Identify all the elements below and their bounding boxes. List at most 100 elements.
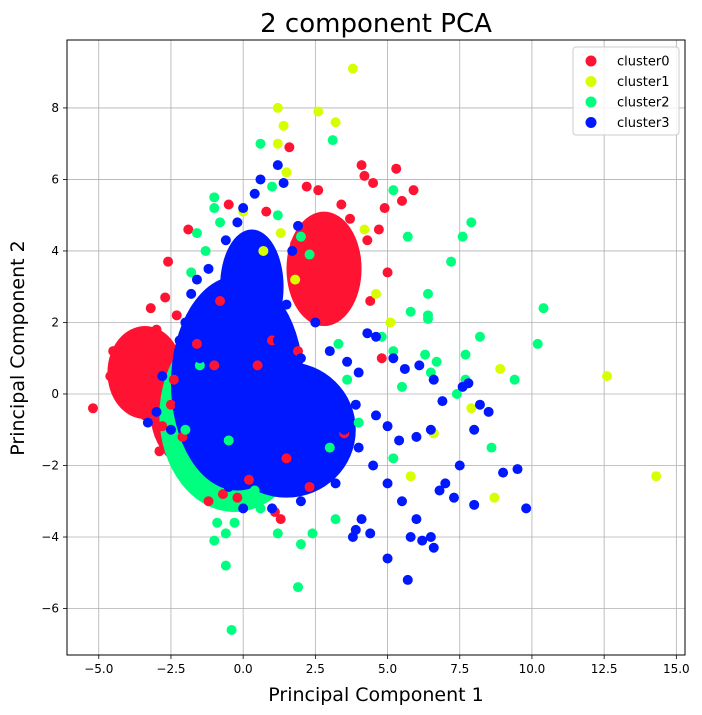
x-tick-label: 7.5 xyxy=(450,662,469,676)
cluster3-point xyxy=(425,424,436,435)
cluster3-point xyxy=(382,553,393,564)
cluster2-point xyxy=(255,503,266,514)
cluster0-point xyxy=(171,310,182,321)
cluster3-point xyxy=(238,503,249,514)
cluster0-point xyxy=(319,267,330,278)
cluster3-point xyxy=(255,174,266,185)
x-axis-label: Principal Component 1 xyxy=(268,684,483,706)
cluster2-point xyxy=(388,346,399,357)
cluster3-point xyxy=(191,274,202,285)
cluster3-point xyxy=(405,532,416,543)
cluster2-point xyxy=(353,417,364,428)
cluster0-point xyxy=(301,181,312,192)
cluster0-point xyxy=(365,296,376,307)
cluster0-point xyxy=(168,374,179,385)
cluster3-point xyxy=(223,424,234,435)
cluster3-point xyxy=(174,335,185,346)
cluster2-point xyxy=(420,349,431,360)
cluster3-point xyxy=(342,356,353,367)
cluster0-point xyxy=(163,256,174,267)
cluster0-point xyxy=(203,496,214,507)
cluster2-point xyxy=(327,135,338,146)
legend-box xyxy=(572,46,680,136)
cluster3-point xyxy=(428,542,439,553)
cluster0-point xyxy=(223,199,234,210)
y-tick-label: 6 xyxy=(51,172,59,186)
y-tick-label: 2 xyxy=(51,315,59,329)
cluster0-point xyxy=(373,224,384,235)
cluster3-point xyxy=(428,374,439,385)
cluster3-point xyxy=(267,467,278,478)
cluster3-point xyxy=(295,353,306,364)
cluster2-point xyxy=(330,514,341,525)
cluster3-point xyxy=(368,460,379,471)
cluster0-point xyxy=(154,446,165,457)
cluster2-point xyxy=(194,489,205,500)
x-tick-label: −5.0 xyxy=(84,662,113,676)
cluster1-point xyxy=(281,167,292,178)
x-tick-label: 10.0 xyxy=(519,662,546,676)
cluster3-point xyxy=(267,503,278,514)
cluster0-point xyxy=(261,206,272,217)
cluster0-point xyxy=(321,217,332,228)
legend-marker-cluster3 xyxy=(585,117,597,128)
cluster0-point xyxy=(134,392,145,403)
cluster3-point xyxy=(330,478,341,489)
legend-marker-cluster0 xyxy=(585,55,597,67)
cluster1-point xyxy=(651,471,662,482)
cluster0-point xyxy=(310,260,321,271)
cluster0-point xyxy=(275,514,286,525)
chart-title: 2 component PCA xyxy=(260,9,492,39)
cluster0-point xyxy=(128,381,139,392)
cluster2-point xyxy=(209,192,220,203)
cluster2-point xyxy=(388,453,399,464)
cluster3-point xyxy=(434,485,445,496)
cluster1-point xyxy=(330,117,341,128)
cluster1-point xyxy=(495,363,506,374)
cluster3-point xyxy=(261,371,272,382)
cluster3-point xyxy=(267,424,278,435)
cluster0-point xyxy=(137,331,148,342)
cluster3-point xyxy=(324,346,335,357)
cluster3-point xyxy=(215,324,226,335)
cluster2-point xyxy=(307,528,318,539)
cluster2-point xyxy=(446,256,457,267)
cluster0-point xyxy=(368,178,379,189)
cluster3-point xyxy=(402,574,413,585)
cluster0-point xyxy=(131,367,142,378)
cluster0-point xyxy=(113,356,124,367)
cluster3-point xyxy=(362,328,373,339)
cluster1-point xyxy=(313,106,324,117)
cluster0-point xyxy=(157,421,168,432)
cluster3-point xyxy=(417,535,428,546)
cluster3-point xyxy=(440,478,451,489)
cluster2-point xyxy=(402,231,413,242)
legend: cluster0 cluster1 cluster2 cluster3 xyxy=(572,46,680,136)
cluster3-point xyxy=(411,431,422,442)
cluster0-point xyxy=(333,249,344,260)
cluster0-point xyxy=(116,367,127,378)
cluster0-point xyxy=(243,474,254,485)
cluster2-point xyxy=(293,582,304,593)
cluster0-point xyxy=(327,224,338,235)
cluster0-point xyxy=(148,353,159,364)
cluster3-point xyxy=(157,371,168,382)
cluster2-point xyxy=(460,349,471,360)
cluster0-point xyxy=(281,453,292,464)
y-axis-ticks: −6 −4 −2 0 2 4 6 8 xyxy=(41,101,67,616)
cluster0-point xyxy=(252,360,263,371)
cluster3-point xyxy=(249,464,260,475)
cluster3-point xyxy=(371,331,381,342)
x-axis-ticks: −5.0 −2.5 0.0 2.5 5.0 7.5 10.0 12.5 15.0 xyxy=(84,655,690,676)
x-tick-label: 15.0 xyxy=(663,662,690,676)
cluster0-point xyxy=(142,388,153,399)
cluster3-point xyxy=(186,288,197,299)
cluster3-point xyxy=(382,421,393,432)
cluster3-point xyxy=(512,464,523,475)
cluster3-point xyxy=(310,371,321,382)
cluster0-point xyxy=(151,324,162,335)
y-tick-label: 8 xyxy=(51,101,59,115)
cluster3-point xyxy=(437,396,448,407)
cluster3-point xyxy=(281,299,292,310)
